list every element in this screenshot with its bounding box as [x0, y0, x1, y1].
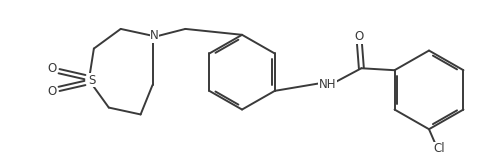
- Text: Cl: Cl: [433, 142, 445, 155]
- Text: N: N: [150, 29, 159, 42]
- Text: O: O: [48, 85, 56, 98]
- Text: O: O: [48, 62, 56, 75]
- Text: O: O: [355, 30, 364, 43]
- Text: S: S: [88, 74, 96, 86]
- Text: NH: NH: [319, 79, 336, 91]
